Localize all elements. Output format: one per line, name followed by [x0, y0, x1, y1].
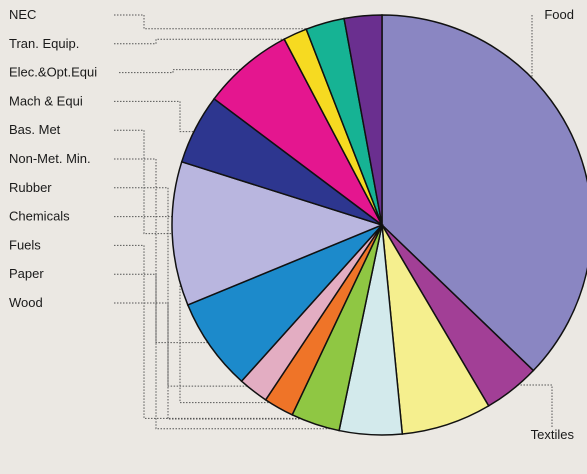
slice-labels: Food Textiles Wood Paper Fuels Chemicals Rubbe… — [9, 7, 574, 442]
label-fuels: Fuels — [9, 237, 41, 252]
label-textiles: Textiles — [531, 427, 575, 442]
label-rubber: Rubber — [9, 180, 52, 195]
label-nec: NEC — [9, 7, 36, 22]
leader-line-nec — [114, 14, 327, 30]
leader-line-bas-met — [114, 129, 179, 235]
label-wood: Wood — [9, 295, 43, 310]
label-chemicals: Chemicals — [9, 209, 70, 224]
label-elec-opt-equi: Elec.&Opt.Equi — [9, 65, 97, 80]
slice-unlabeled-13 — [343, 14, 383, 226]
leader-line-paper — [114, 273, 371, 430]
slice-food — [381, 14, 587, 372]
leader-line-wood — [114, 302, 446, 420]
label-mach-equi: Mach & Equi — [9, 93, 83, 108]
leader-lines — [114, 14, 570, 430]
label-non-met-min: Non-Met. Min. — [9, 151, 91, 166]
slice-bas-met — [171, 160, 385, 306]
label-food: Food — [544, 7, 574, 22]
leader-line-fuels — [114, 244, 318, 419]
label-paper: Paper — [9, 266, 44, 281]
leader-line-rubber — [114, 187, 257, 387]
leader-line-tran-equip — [114, 38, 298, 45]
label-tran-equip: Tran. Equip. — [9, 36, 79, 51]
leader-line-elec-opt-equi — [119, 69, 250, 74]
label-bas-met: Bas. Met — [9, 122, 61, 137]
leader-line-textiles — [508, 384, 553, 427]
leader-line-chemicals — [114, 216, 282, 404]
leader-line-mach-equi — [114, 100, 201, 133]
leader-line-non-met-min — [114, 158, 216, 344]
pie-slices — [171, 14, 587, 436]
